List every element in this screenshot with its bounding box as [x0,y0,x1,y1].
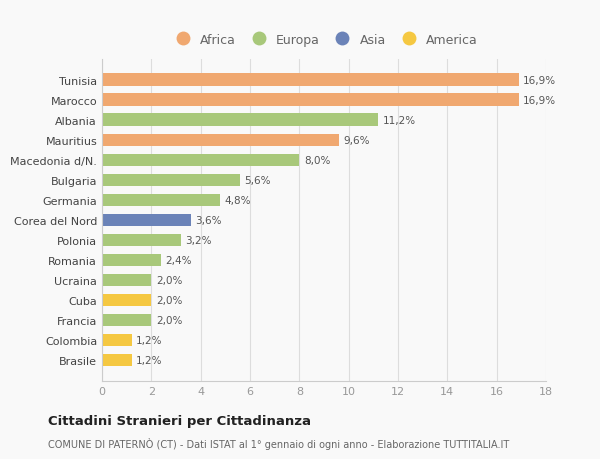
Bar [102,234,181,246]
Text: 8,0%: 8,0% [304,156,330,165]
Bar [102,134,339,146]
Text: 9,6%: 9,6% [343,135,370,146]
Bar [102,94,519,106]
Bar [102,334,131,347]
Bar [102,354,131,366]
Text: COMUNE DI PATERNÒ (CT) - Dati ISTAT al 1° gennaio di ogni anno - Elaborazione TU: COMUNE DI PATERNÒ (CT) - Dati ISTAT al 1… [48,437,509,449]
Bar [102,154,299,167]
Text: 2,4%: 2,4% [166,255,192,265]
Bar [102,74,519,87]
Legend: Africa, Europa, Asia, America: Africa, Europa, Asia, America [170,34,478,47]
Text: 5,6%: 5,6% [245,175,271,185]
Text: 1,2%: 1,2% [136,355,163,365]
Text: 16,9%: 16,9% [523,95,556,106]
Bar [102,194,220,207]
Text: 3,6%: 3,6% [195,215,222,225]
Bar [102,254,161,267]
Text: 4,8%: 4,8% [225,196,251,205]
Bar [102,174,240,186]
Text: 2,0%: 2,0% [156,275,182,285]
Bar [102,294,151,307]
Text: 11,2%: 11,2% [383,115,416,125]
Text: 2,0%: 2,0% [156,295,182,305]
Text: 2,0%: 2,0% [156,315,182,325]
Bar [102,214,191,226]
Text: 3,2%: 3,2% [185,235,212,245]
Text: 16,9%: 16,9% [523,75,556,85]
Bar [102,274,151,286]
Text: 1,2%: 1,2% [136,335,163,345]
Bar [102,114,378,127]
Text: Cittadini Stranieri per Cittadinanza: Cittadini Stranieri per Cittadinanza [48,414,311,428]
Bar [102,314,151,326]
